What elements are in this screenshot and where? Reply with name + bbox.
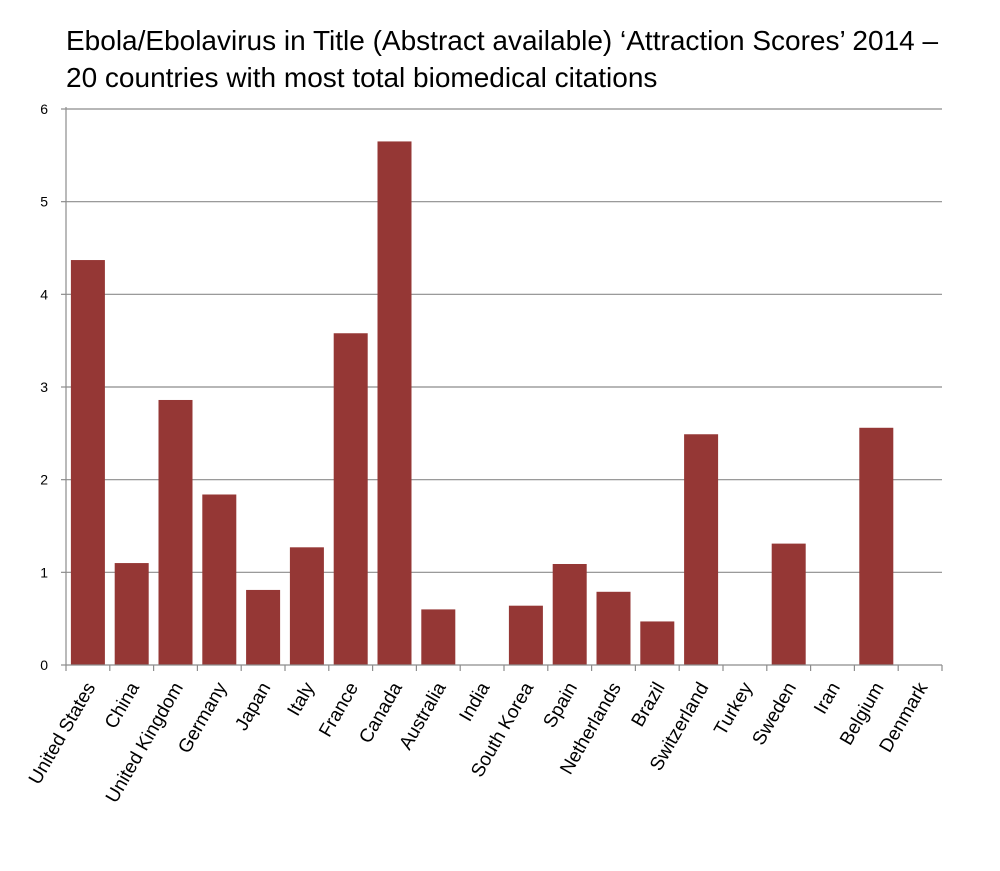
y-tick-label: 3 bbox=[40, 379, 48, 395]
gridlines bbox=[66, 108, 942, 573]
x-category-label: Iran bbox=[810, 679, 845, 718]
bar bbox=[114, 563, 149, 665]
bar bbox=[289, 547, 324, 665]
bar bbox=[421, 609, 456, 665]
bar bbox=[202, 494, 237, 665]
axes bbox=[61, 107, 943, 671]
bar bbox=[684, 434, 719, 665]
x-category-label: Italy bbox=[284, 679, 320, 720]
y-tick-label: 2 bbox=[40, 472, 48, 488]
y-tick-label: 5 bbox=[40, 194, 48, 210]
y-tick-label: 1 bbox=[40, 564, 48, 580]
y-tick-label: 0 bbox=[40, 657, 48, 673]
bar bbox=[508, 605, 543, 665]
chart-title-line-1: Ebola/Ebolavirus in Title (Abstract avai… bbox=[66, 25, 939, 56]
x-category-label: India bbox=[456, 679, 495, 726]
x-category-label: France bbox=[315, 679, 363, 741]
bar bbox=[596, 591, 631, 665]
x-category-label: Turkey bbox=[710, 679, 757, 740]
bar bbox=[640, 621, 675, 665]
bar bbox=[70, 260, 105, 665]
bar bbox=[377, 141, 412, 665]
x-category-label: Brazil bbox=[628, 679, 670, 731]
x-category-label: Spain bbox=[540, 679, 582, 732]
bar bbox=[552, 563, 587, 665]
chart-title-line-2: 20 countries with most total biomedical … bbox=[66, 62, 658, 93]
y-tick-labels: 0 1 2 3 4 5 6 bbox=[40, 101, 48, 673]
y-tick-label: 4 bbox=[40, 286, 48, 302]
x-category-label: Japan bbox=[231, 679, 275, 734]
bars bbox=[70, 141, 894, 665]
x-category-label: United States bbox=[25, 679, 100, 788]
x-category-label: China bbox=[101, 679, 144, 733]
bar bbox=[246, 589, 281, 665]
bar bbox=[333, 333, 368, 665]
bar bbox=[158, 399, 193, 665]
y-tick-label: 6 bbox=[40, 101, 48, 117]
chart-title: Ebola/Ebolavirus in Title (Abstract avai… bbox=[66, 22, 996, 96]
bar bbox=[859, 427, 894, 665]
bar bbox=[771, 543, 806, 665]
